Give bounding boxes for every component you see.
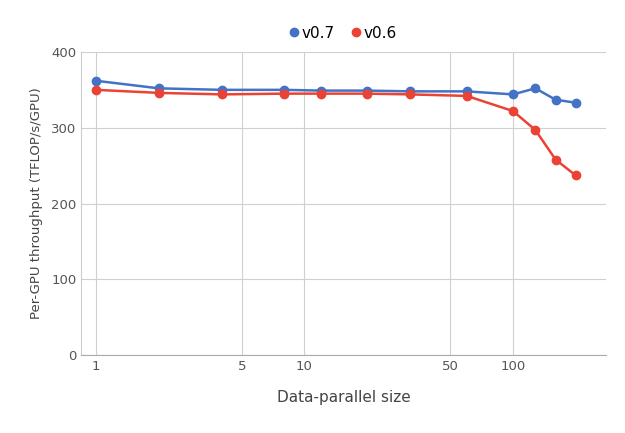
v0.6: [463, 93, 471, 98]
v0.6: [92, 87, 100, 92]
Line: v0.6: v0.6: [92, 86, 580, 180]
v0.6: [406, 92, 414, 97]
v0.6: [217, 92, 225, 97]
v0.7: [364, 88, 371, 93]
v0.7: [532, 86, 539, 91]
v0.7: [281, 87, 288, 92]
X-axis label: Data-parallel size: Data-parallel size: [277, 390, 411, 404]
v0.7: [318, 88, 325, 93]
Line: v0.7: v0.7: [92, 77, 580, 107]
v0.6: [572, 173, 579, 178]
v0.6: [155, 90, 162, 95]
v0.6: [281, 91, 288, 96]
v0.6: [364, 91, 371, 96]
v0.6: [552, 157, 559, 162]
v0.6: [318, 91, 325, 96]
v0.7: [155, 86, 162, 91]
v0.6: [532, 127, 539, 132]
v0.7: [552, 97, 559, 102]
v0.7: [572, 100, 579, 105]
v0.7: [92, 78, 100, 83]
v0.6: [509, 108, 517, 113]
v0.7: [463, 89, 471, 94]
Legend: v0.7, v0.6: v0.7, v0.6: [284, 20, 403, 48]
v0.7: [406, 89, 414, 94]
Y-axis label: Per-GPU throughput (TFLOP/s/GPU): Per-GPU throughput (TFLOP/s/GPU): [30, 87, 42, 320]
v0.7: [509, 92, 517, 97]
v0.7: [217, 87, 225, 92]
